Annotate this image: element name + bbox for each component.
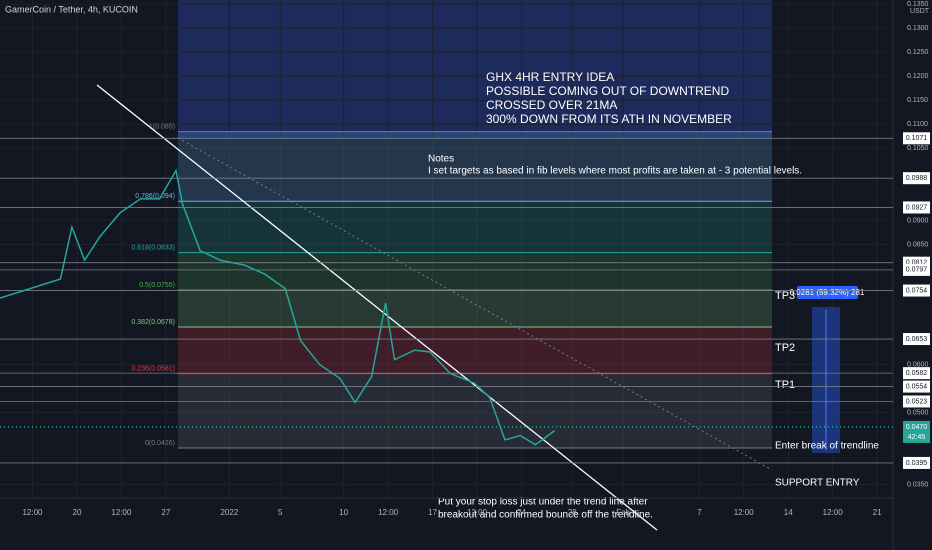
price-level-label: 0.0754 bbox=[906, 287, 928, 294]
x-tick-label: 2022 bbox=[220, 508, 238, 517]
notes-text: I set targets as based in fib levels whe… bbox=[428, 166, 802, 177]
fib-zones: 1(0.085) 0.786(0.094) 0.618(0.0833) 0.5(0.0… bbox=[131, 123, 772, 449]
price-level-box bbox=[903, 201, 930, 214]
currency: USDT bbox=[910, 8, 930, 15]
target: TP3 bbox=[775, 290, 795, 302]
position-label: 0.0281 (59.32%) 281 bbox=[790, 288, 865, 297]
y-tick-label: 0.1200 bbox=[907, 73, 929, 80]
x-tick-label: Feb bbox=[616, 508, 630, 517]
fib-zone bbox=[178, 131, 772, 202]
price-level-label: 0.0395 bbox=[906, 460, 928, 467]
x-tick-label: 12:00 bbox=[734, 508, 755, 517]
x-tick-label: 14 bbox=[784, 508, 793, 517]
price-level-label: 0.0582 bbox=[906, 370, 928, 377]
y-tick-label: 0.0350 bbox=[907, 481, 929, 488]
x-tick-label: 10 bbox=[339, 508, 348, 517]
idea-line: 300% DOWN FROM ITS ATH IN NOVEMBER bbox=[486, 112, 732, 126]
dotted-line bbox=[177, 137, 773, 471]
fib-zone bbox=[178, 290, 772, 328]
price-level-box bbox=[903, 132, 930, 145]
target: TP2 bbox=[775, 342, 795, 354]
price-level-box bbox=[903, 367, 930, 380]
price-level-label: 0.0927 bbox=[906, 204, 928, 211]
chart-title: GamerCoin / Tether, 4h, KUCOIN bbox=[5, 4, 138, 14]
idea-line: GHX 4HR ENTRY IDEA bbox=[486, 70, 614, 84]
idea-line: POSSIBLE COMING OUT OF DOWNTREND bbox=[486, 84, 729, 98]
y-tick-label: 0.0500 bbox=[907, 409, 929, 416]
fib-label: 0.236(0.0581) bbox=[131, 365, 175, 372]
fib-label: 0(0.0426) bbox=[145, 440, 175, 447]
fib-label: 0.382(0.0678) bbox=[131, 319, 175, 326]
price-level-label: 0.0554 bbox=[906, 383, 928, 390]
idea-box bbox=[178, 0, 772, 138]
y-tick-label: 0.1250 bbox=[907, 49, 929, 56]
y-tick-label: 0.1300 bbox=[907, 25, 929, 32]
fib-label: 0.5(0.0755) bbox=[139, 282, 175, 289]
price-level-label: 0.0812 bbox=[906, 260, 928, 267]
x-tick-label: 27 bbox=[161, 508, 170, 517]
price-level-box bbox=[903, 395, 930, 408]
y-tick-label: 0.1100 bbox=[907, 121, 928, 128]
x-tick-label: 24 bbox=[517, 508, 526, 517]
stop-text: Put your stop loss just under the trend … bbox=[438, 497, 648, 508]
fib-label: 1(0.085) bbox=[149, 123, 175, 130]
fib-zone bbox=[178, 201, 772, 253]
x-tick-label: 7 bbox=[697, 508, 702, 517]
y-tick-label: 0.0600 bbox=[907, 361, 929, 368]
x-tick-label: 12:00 bbox=[22, 508, 43, 517]
y-tick-label: 0.1050 bbox=[907, 145, 929, 152]
x-tick-label: 20 bbox=[73, 508, 82, 517]
entry-text: Enter break of trendline bbox=[775, 441, 879, 452]
price-level-box bbox=[903, 263, 930, 276]
target: TP1 bbox=[775, 379, 795, 391]
y-tick-label: 0.1350 bbox=[907, 1, 929, 8]
x-tick-label: 12:00 bbox=[467, 508, 488, 517]
notes-title: Notes bbox=[428, 154, 454, 165]
price-level-box bbox=[903, 333, 930, 346]
x-tick-label: 28 bbox=[568, 508, 577, 517]
price-level-label: 0.1071 bbox=[906, 135, 928, 142]
x-tick-label: 12:00 bbox=[378, 508, 399, 517]
last-price-label: 0.0470 bbox=[906, 424, 928, 431]
stop-text: breakout and confirmed bounce off the tr… bbox=[438, 510, 653, 521]
y-tick-label: 0.1150 bbox=[907, 97, 928, 104]
last-price-box bbox=[903, 420, 930, 443]
idea-line: CROSSED OVER 21MA bbox=[486, 98, 617, 112]
price-level-label: 0.0797 bbox=[906, 267, 928, 274]
trendline bbox=[96, 84, 658, 531]
fib-label: 0.786(0.094) bbox=[135, 193, 175, 200]
x-tick-label: 5 bbox=[278, 508, 283, 517]
price-level-box bbox=[903, 172, 930, 185]
support-text: SUPPORT ENTRY bbox=[775, 478, 860, 489]
y-tick-label: 0.0900 bbox=[907, 217, 929, 224]
fib-label: 0.618(0.0833) bbox=[131, 244, 175, 251]
x-tick-label: 12:00 bbox=[823, 508, 844, 517]
price-level-label: 0.0523 bbox=[906, 398, 928, 405]
x-tick-label: 21 bbox=[873, 508, 882, 517]
price-level-label: 0.0988 bbox=[906, 175, 928, 182]
price-level-box bbox=[903, 456, 930, 469]
price-level-label: 0.0653 bbox=[906, 336, 928, 343]
countdown: 42:45 bbox=[908, 434, 926, 441]
y-tick-label: 0.0850 bbox=[907, 241, 929, 248]
fib-zone bbox=[178, 327, 772, 374]
price-level-box bbox=[903, 380, 930, 393]
position-label-box bbox=[797, 286, 858, 299]
x-tick-label: 17 bbox=[428, 508, 437, 517]
price-level-box bbox=[903, 284, 930, 297]
fib-zone bbox=[178, 252, 772, 291]
price-line bbox=[0, 168, 555, 446]
x-tick-label: 12:00 bbox=[111, 508, 132, 517]
